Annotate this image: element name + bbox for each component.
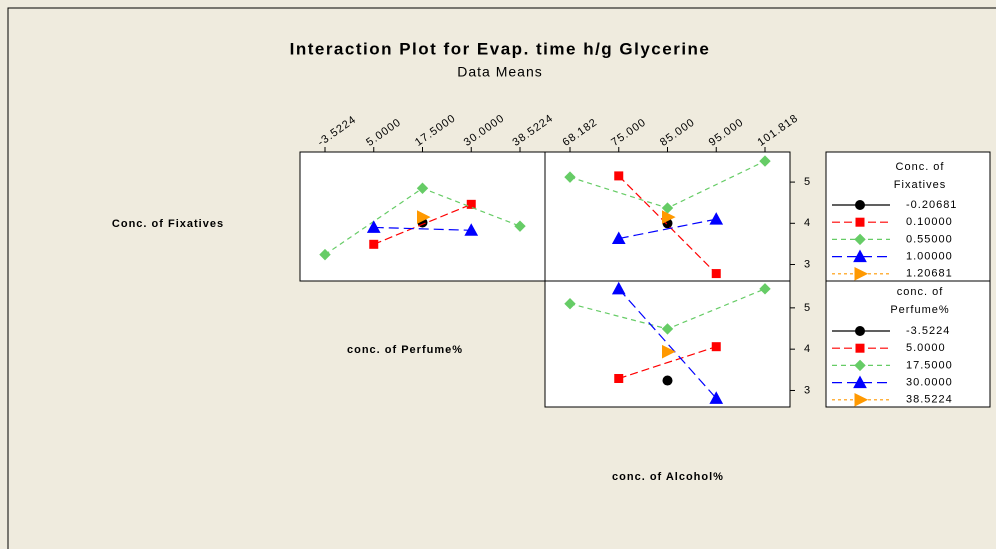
marker xyxy=(711,342,721,352)
marker xyxy=(416,182,429,194)
legend-label: 5.0000 xyxy=(906,342,946,354)
legend-label: 38.5224 xyxy=(906,394,953,406)
marker xyxy=(662,210,676,224)
legend: -0.20681 0.10000 0.55000 1.00000 1.20681 xyxy=(832,199,957,281)
legend-marker xyxy=(854,266,869,281)
legend-marker xyxy=(854,233,866,246)
marker xyxy=(319,248,331,261)
series-line xyxy=(373,226,472,231)
marker xyxy=(564,171,576,183)
legend-label: -3.5224 xyxy=(906,325,950,337)
legend-marker xyxy=(853,249,867,263)
legend-marker xyxy=(854,392,869,407)
marker xyxy=(564,298,576,310)
legend-title: conc. of Perfume% xyxy=(890,286,950,316)
legend-marker xyxy=(855,343,865,353)
marker xyxy=(661,323,674,335)
series-line xyxy=(373,203,472,245)
legend-marker xyxy=(854,359,866,372)
marker xyxy=(709,391,724,404)
row-label: Conc. of Fixatives xyxy=(112,218,224,230)
marker xyxy=(662,375,673,386)
legend-title-text: conc. of Perfume% xyxy=(890,286,950,316)
series-line xyxy=(618,175,717,275)
y-tick-label: 3 xyxy=(804,384,811,396)
legend-marker xyxy=(855,200,865,210)
x-tick-label: 17.5000 xyxy=(413,112,458,149)
legend-title: Conc. of Fixatives xyxy=(893,161,947,191)
marker xyxy=(662,344,676,359)
x-tick-label: 95.000 xyxy=(707,116,746,149)
x-tick-label: 68.182 xyxy=(561,116,600,149)
marker xyxy=(614,373,624,383)
legend-label: 17.5000 xyxy=(906,359,953,371)
panel xyxy=(544,280,791,408)
legend-marker xyxy=(855,217,865,227)
legend-title-text: Conc. of Fixatives xyxy=(893,161,947,191)
y-tick-label: 5 xyxy=(804,176,811,188)
series-line xyxy=(618,288,717,399)
frame xyxy=(7,7,996,549)
y-tick-label: 5 xyxy=(804,302,811,314)
marker xyxy=(611,281,626,295)
x-tick-label: 101.818 xyxy=(756,112,801,149)
series-line xyxy=(618,218,717,240)
marker xyxy=(466,199,476,209)
legend-label: 1.00000 xyxy=(906,251,953,263)
y-tick-label: 4 xyxy=(804,217,811,229)
legend-label: 1.20681 xyxy=(906,268,953,280)
legend: -3.5224 5.0000 17.5000 30.0000 38.5224 xyxy=(832,325,953,407)
marker xyxy=(614,171,624,181)
marker xyxy=(661,202,674,214)
chart-title: Interaction Plot for Evap. time h/g Glyc… xyxy=(290,39,711,58)
legend-marker xyxy=(855,326,865,336)
legend-marker xyxy=(853,375,867,389)
x-tick-label: 75.000 xyxy=(609,116,648,149)
marker xyxy=(417,210,431,224)
marker xyxy=(759,155,771,167)
marker xyxy=(369,239,379,249)
legend-box xyxy=(825,280,991,408)
y-tick-label: 3 xyxy=(804,258,811,270)
marker xyxy=(711,269,721,279)
legend-label: -0.20681 xyxy=(906,199,957,211)
chart-subtitle: Data Means xyxy=(457,64,542,80)
row-label: conc. of Perfume% xyxy=(347,344,463,356)
marker xyxy=(514,220,526,232)
legend-label: 0.10000 xyxy=(906,216,953,228)
x-tick-label: 30.0000 xyxy=(462,112,507,149)
x-tick-label: 5.0000 xyxy=(364,116,403,149)
x-tick-label: -3.5224 xyxy=(316,114,359,149)
marker xyxy=(709,212,724,225)
marker xyxy=(759,283,771,295)
marker xyxy=(464,223,479,236)
x-tick-label: 85.000 xyxy=(658,116,697,149)
marker xyxy=(611,231,626,245)
legend-label: 0.55000 xyxy=(906,233,953,245)
x-tick-label: 38.5224 xyxy=(511,112,556,149)
row-label: conc. of Alcohol% xyxy=(612,471,724,483)
marker xyxy=(366,220,381,233)
y-tick-label: 4 xyxy=(804,343,811,355)
legend-label: 30.0000 xyxy=(906,377,953,389)
series-line xyxy=(618,346,717,380)
